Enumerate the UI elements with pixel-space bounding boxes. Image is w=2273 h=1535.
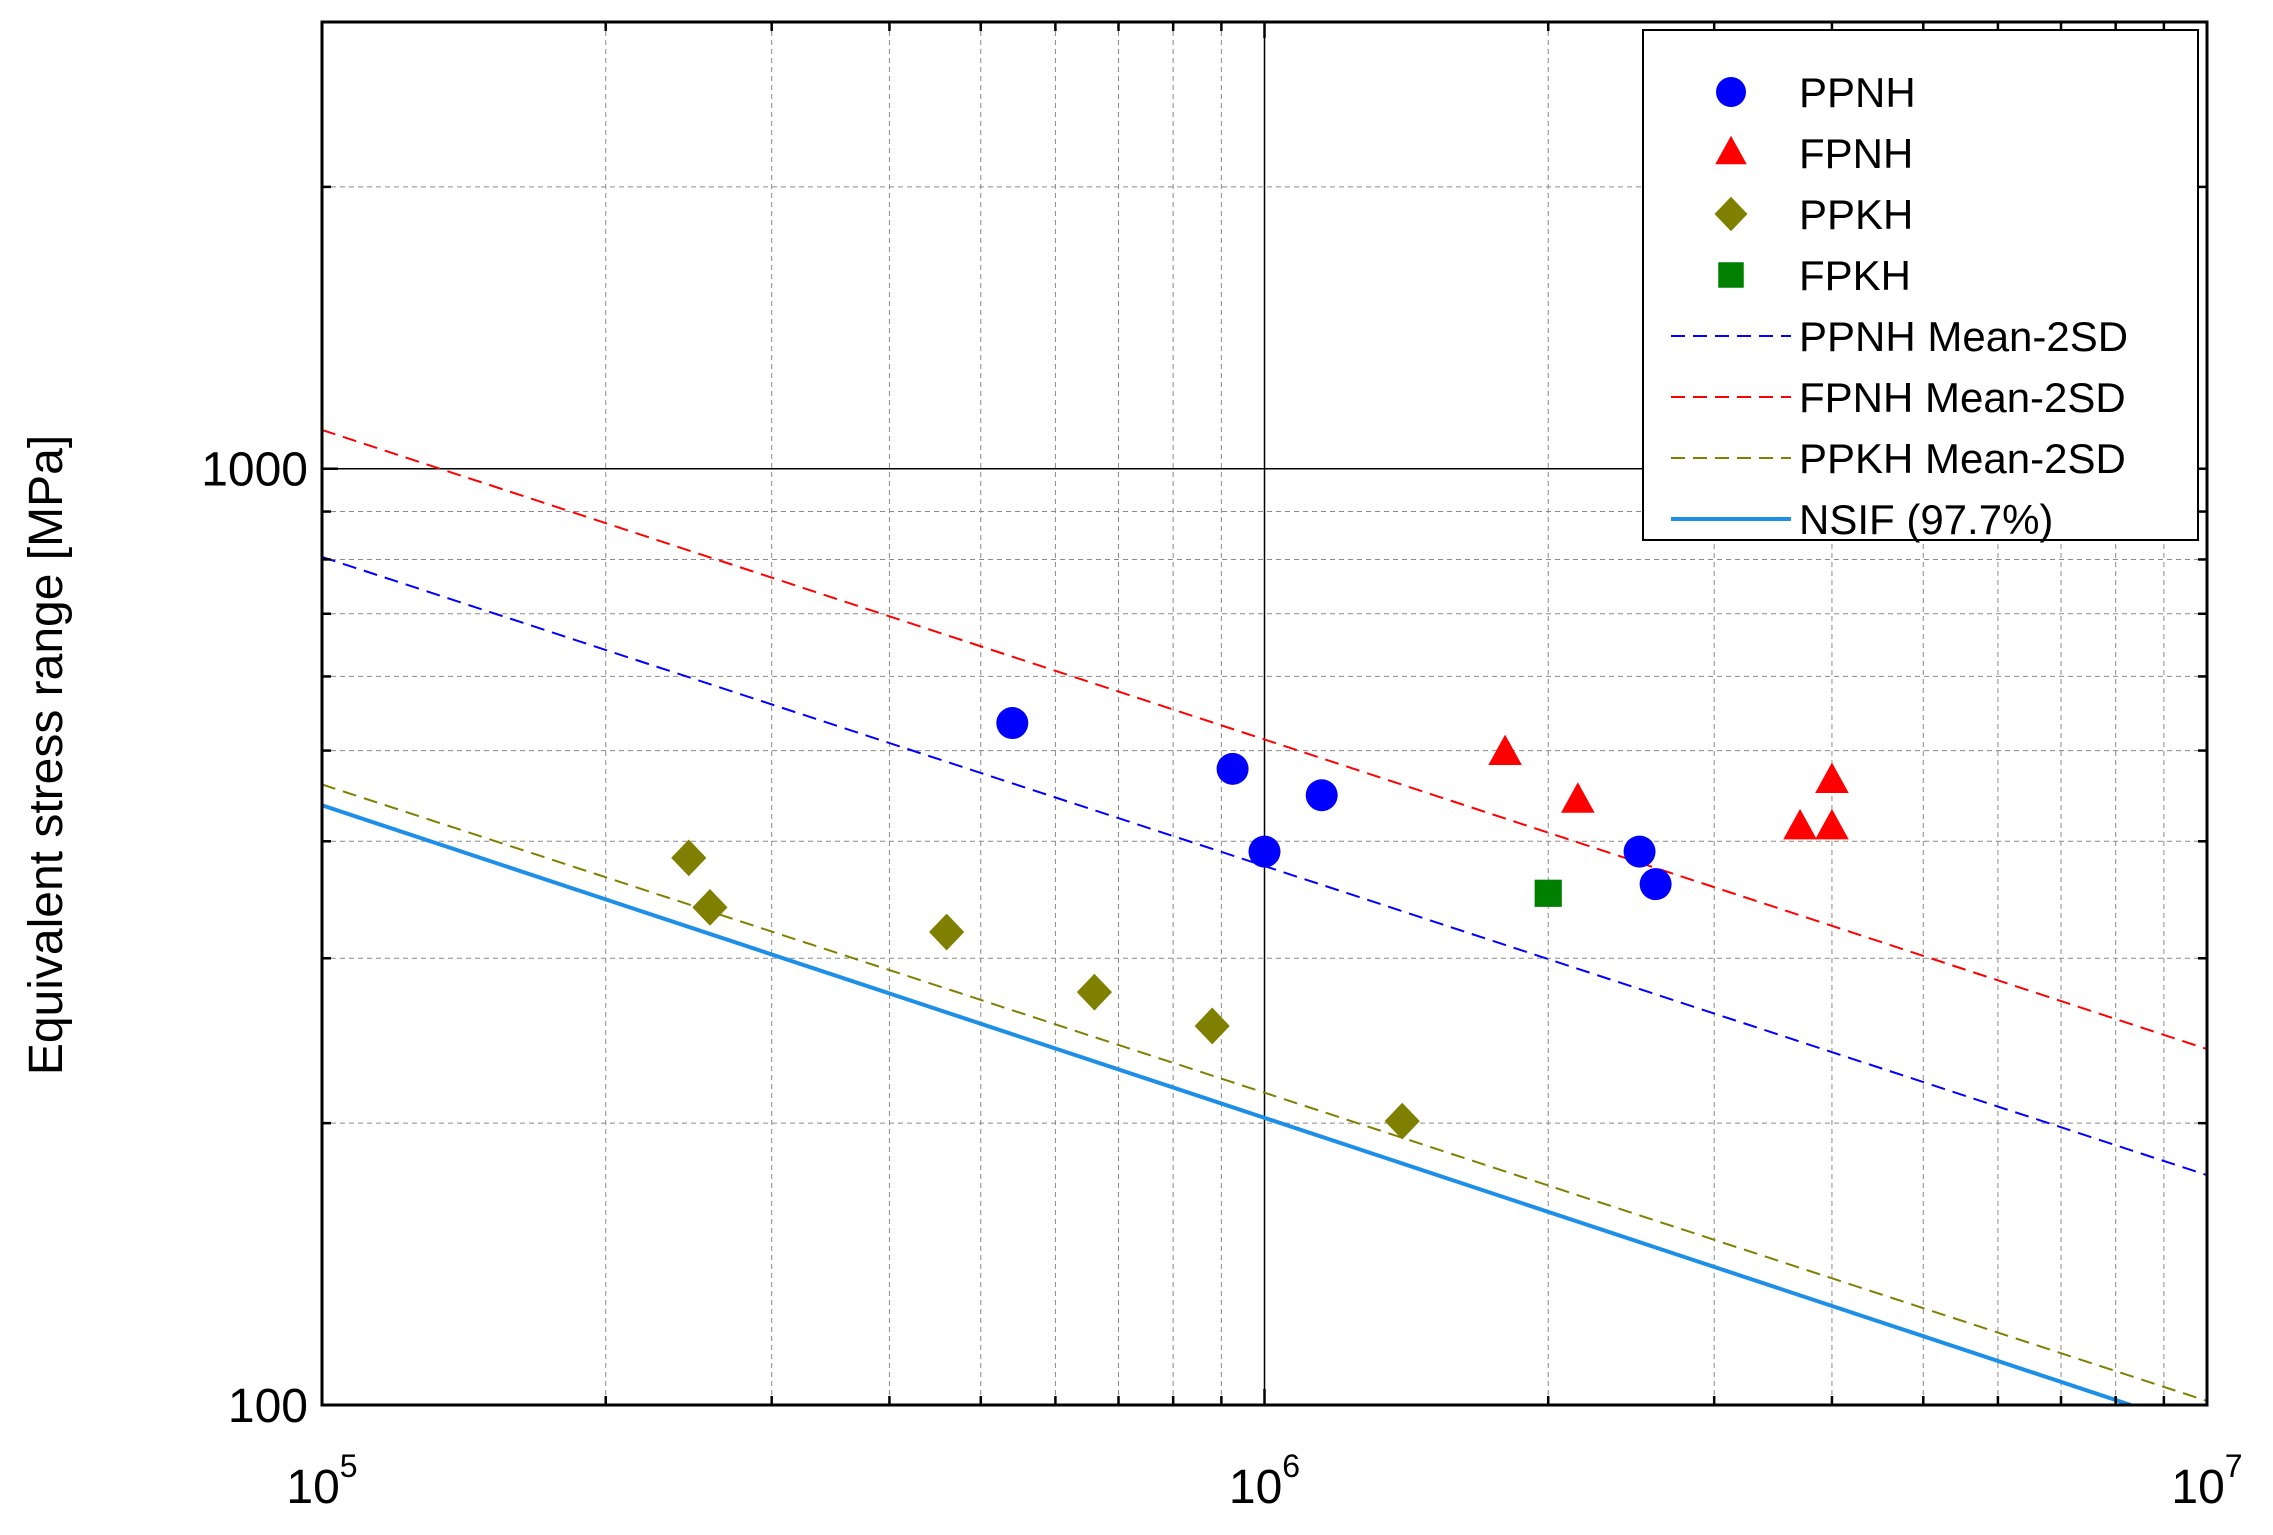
ppkh-point-1: [692, 888, 728, 926]
ppnh-point-4: [1623, 835, 1656, 868]
legend-label-fpkh: FPKH: [1799, 252, 1911, 299]
legend-label-ppnh: PPNH: [1799, 69, 1916, 116]
fpnh-point-4: [1815, 808, 1849, 840]
data-points: [671, 707, 1849, 1140]
ppnh-point-2: [1305, 779, 1338, 812]
legend-label-ppkh-mean-2sd: PPKH Mean-2SD: [1799, 435, 2126, 482]
fpnh-point-1: [1561, 782, 1595, 813]
x-tick-label-2: 107: [2171, 1448, 2242, 1514]
y-tick-label-1: 1000: [201, 444, 308, 497]
ppnh-point-3: [1248, 835, 1281, 868]
x-tick-label-1: 106: [1229, 1448, 1300, 1514]
legend-swatch-fpkh: [1718, 262, 1744, 288]
legend-label-fpnh-mean-2sd: FPNH Mean-2SD: [1799, 374, 2126, 421]
tick-labels: 105 106 107 100 1000: [201, 444, 2242, 1514]
ppkh-point-2: [929, 913, 965, 951]
legend-label-ppnh-mean-2sd: PPNH Mean-2SD: [1799, 313, 2128, 360]
legend-swatch-ppnh: [1716, 77, 1746, 107]
legend-label-fpnh: FPNH: [1799, 130, 1913, 177]
fpkh-point-0: [1534, 879, 1562, 907]
ppkh-mean-2sd-line: [322, 783, 2207, 1402]
ppkh-point-3: [1076, 973, 1113, 1011]
fpnh-mean-2sd-line: [322, 429, 2207, 1050]
ppnh-point-0: [996, 707, 1029, 740]
y-tick-label-0: 100: [228, 1380, 308, 1433]
ppkh-point-5: [1384, 1102, 1420, 1140]
ppnh-point-5: [1639, 868, 1672, 901]
legend: PPNH FPNH PPKH FPKH PPNH Mean-2SD FPNH Mean-2…: [1642, 29, 2199, 543]
legend-swatch-ppkh: [1714, 196, 1748, 232]
nsif-97-7-line: [322, 803, 2132, 1405]
x-tick-label-0: 105: [286, 1448, 357, 1514]
legend-label-ppkh: PPKH: [1799, 191, 1913, 238]
ppnh-point-1: [1216, 752, 1249, 785]
legend-swatch-fpnh: [1715, 135, 1747, 165]
y-axis-label: Equivalent stress range [MPa]: [20, 435, 73, 1075]
axis-ticks: [320, 20, 2207, 1407]
fpnh-point-0: [1488, 734, 1522, 766]
legend-label-nsif-97-7: NSIF (97.7%): [1799, 496, 2053, 543]
fpnh-point-3: [1783, 808, 1817, 840]
ppkh-point-4: [1194, 1007, 1230, 1045]
ppkh-point-0: [671, 839, 707, 877]
fpnh-point-2: [1815, 762, 1849, 793]
